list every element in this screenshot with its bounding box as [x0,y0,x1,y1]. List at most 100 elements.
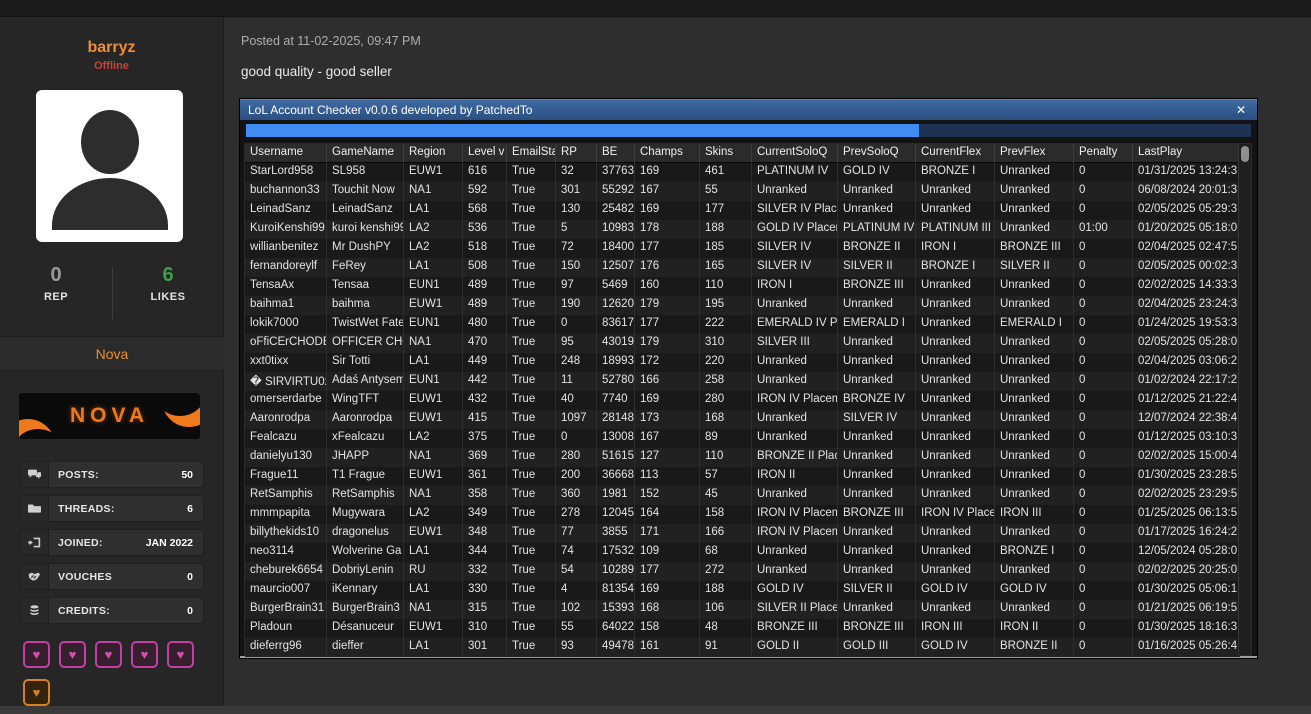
table-cell: 200 [556,467,597,486]
stat-value: 6 [187,502,193,515]
table-cell: SILVER II [995,258,1074,277]
accounts-table: Username GameName Region Level v EmailSta RP B… [244,143,1252,657]
table-cell: Unranked [838,600,916,619]
table-cell: 165 [700,258,752,277]
table-cell: IRON IV Placem [752,505,838,524]
table-cell: True [507,448,556,467]
table-cell: 49478 [597,638,635,657]
table-cell: billythekids10 [245,524,327,543]
column-header-penalty[interactable]: Penalty [1074,144,1133,163]
table-cell: 315 [463,600,507,619]
column-header-username[interactable]: Username [245,144,327,163]
table-row[interactable]: buchannon33 Touchit Now NA1 592 True 301 55292… [245,182,1240,201]
table-cell: 7740 [597,391,635,410]
table-cell: xxt0tixx [245,353,327,372]
table-cell: BRONZE III [752,619,838,638]
close-icon[interactable]: ✕ [1235,103,1247,117]
table-row[interactable]: neo3114 Wolverine Ga LA1 344 True 74 17532 109 6… [245,543,1240,562]
table-row[interactable]: Frague11 T1 Frague EUW1 361 True 200 36668 113 5… [245,467,1240,486]
table-row[interactable]: oFfiCErCHODE OFFICER CHO NA1 470 True 95 43019… [245,334,1240,353]
table-cell: BRONZE III [838,277,916,296]
table-row[interactable]: cheburek6654 DobriyLenin RU 332 True 54 10289 1… [245,562,1240,581]
table-cell: 358 [463,486,507,505]
table-cell: 164 [635,505,700,524]
table-cell: Unranked [995,296,1074,315]
username-link[interactable]: barryz [87,39,136,56]
table-cell: 113 [635,467,700,486]
avatar-head-silhouette [80,110,139,174]
table-row[interactable]: dieferrg96 dieffer LA1 301 True 93 49478 161 91 G… [245,638,1240,657]
folder-icon [20,496,49,521]
table-cell: maurcio007 [245,581,327,600]
post-timestamp: Posted at 11-02-2025, 09:47 PM [241,34,421,48]
award-heart-badge[interactable]: ♥ [167,641,194,668]
table-row[interactable]: BurgerBrain31 BurgerBrain3 NA1 315 True 102 15… [245,600,1240,619]
table-row[interactable]: maurcio007 iKennary LA1 330 True 4 81354 169 188… [245,581,1240,600]
table-row[interactable]: Fealcazu xFealcazu LA2 375 True 0 13008 167 89 Un… [245,429,1240,448]
table-row[interactable]: omerserdarbe WingTFT EUW1 432 True 40 7740 169 2… [245,391,1240,410]
table-cell: 0 [1074,543,1133,562]
table-row[interactable]: baihma1 baihma EUW1 489 True 190 12620 179 195 Un… [245,296,1240,315]
table-row[interactable]: TensaAx Tensaa EUN1 489 True 97 5469 160 110 IRON… [245,277,1240,296]
table-cell: 57 [700,467,752,486]
table-cell: 178 [635,220,700,239]
table-cell: PLATINUM IV [752,163,838,182]
table-cell: PLATINUM IV [838,220,916,239]
table-row[interactable]: lokik7000 TwistWet Fate EUN1 480 True 0 83617 1… [245,315,1240,334]
table-row[interactable]: KuroiKenshi99 kuroi kenshi99 LA2 536 True 5 10… [245,220,1240,239]
table-cell: 349 [463,505,507,524]
column-header-be[interactable]: BE [597,144,635,163]
table-cell: BRONZE II [838,239,916,258]
table-cell: IRON IV Place [916,505,995,524]
table-cell: 161 [635,638,700,657]
table-row[interactable]: willianbenitez Mr DushPY LA2 518 True 72 18400… [245,239,1240,258]
table-row[interactable]: � SIRVIRTU0z Adaś Antysem EUN1 442 True 11 527… [245,372,1240,391]
table-row[interactable]: StarLord958 SL958 EUW1 616 True 32 37763 169 461… [245,163,1240,182]
award-heart-badge[interactable]: ♥ [23,641,50,668]
table-cell: Unranked [916,486,995,505]
column-header-prevflex[interactable]: PrevFlex [995,144,1074,163]
award-heart-badge[interactable]: ♥ [95,641,122,668]
column-header-skins[interactable]: Skins [700,144,752,163]
column-header-currentflex[interactable]: CurrentFlex [916,144,995,163]
column-header-emailsta[interactable]: EmailSta [507,144,556,163]
table-cell: 1981 [597,486,635,505]
table-row[interactable]: RetSamphis RetSamphis NA1 358 True 360 1981 152… [245,486,1240,505]
column-header-lastplay[interactable]: LastPlay [1133,144,1240,163]
award-heart-badge[interactable]: ♥ [131,641,158,668]
column-header-prevsoloq[interactable]: PrevSoloQ [838,144,916,163]
table-cell: 40 [556,391,597,410]
sign-in-icon [20,530,49,555]
table-row[interactable]: LeinadSanz LeinadSanz LA1 568 True 130 25482 16… [245,201,1240,220]
table-cell: LA2 [404,239,463,258]
table-row[interactable]: mmmpapita Mugywara LA2 349 True 278 12045 164 15… [245,505,1240,524]
column-header-rp[interactable]: RP [556,144,597,163]
award-heart-badge[interactable]: ♥ [59,641,86,668]
table-cell: 0 [1074,410,1133,429]
table-row[interactable]: Pladoun Désanuceur EUW1 310 True 55 64022 158 48… [245,619,1240,638]
table-cell: PLATINUM III [916,220,995,239]
table-cell: 106 [700,600,752,619]
table-cell: 0 [1074,391,1133,410]
column-header-region[interactable]: Region [404,144,463,163]
table-row[interactable]: fernandoreylf FeRey LA1 508 True 150 12507 176 1… [245,258,1240,277]
column-header-currentsoloq[interactable]: CurrentSoloQ [752,144,838,163]
table-cell: BurgerBrain31 [245,600,327,619]
column-header-gamename[interactable]: GameName [327,144,404,163]
table-cell: 36668 [597,467,635,486]
table-row[interactable]: Aaronrodpa Aaronrodpa EUW1 415 True 1097 28148… [245,410,1240,429]
table-cell: LA2 [404,429,463,448]
table-row[interactable]: danielyu130 JHAPP NA1 369 True 280 51615 127 110… [245,448,1240,467]
table-cell: GOLD IV [752,581,838,600]
award-heart-badge-orange[interactable]: ♥ [23,679,50,706]
table-row[interactable]: billythekids10 dragonelus EUW1 348 True 77 385… [245,524,1240,543]
table-cell: SILVER II [838,581,916,600]
column-header-level-v[interactable]: Level v [463,144,507,163]
table-cell: 280 [556,448,597,467]
table-cell: Unranked [752,429,838,448]
vertical-scrollbar[interactable] [1238,144,1251,655]
column-header-champs[interactable]: Champs [635,144,700,163]
table-cell: Fealcazu [245,429,327,448]
table-row[interactable]: xxt0tixx Sir Totti LA1 449 True 248 18993 172 22… [245,353,1240,372]
scrollbar-thumb[interactable] [1241,146,1249,162]
